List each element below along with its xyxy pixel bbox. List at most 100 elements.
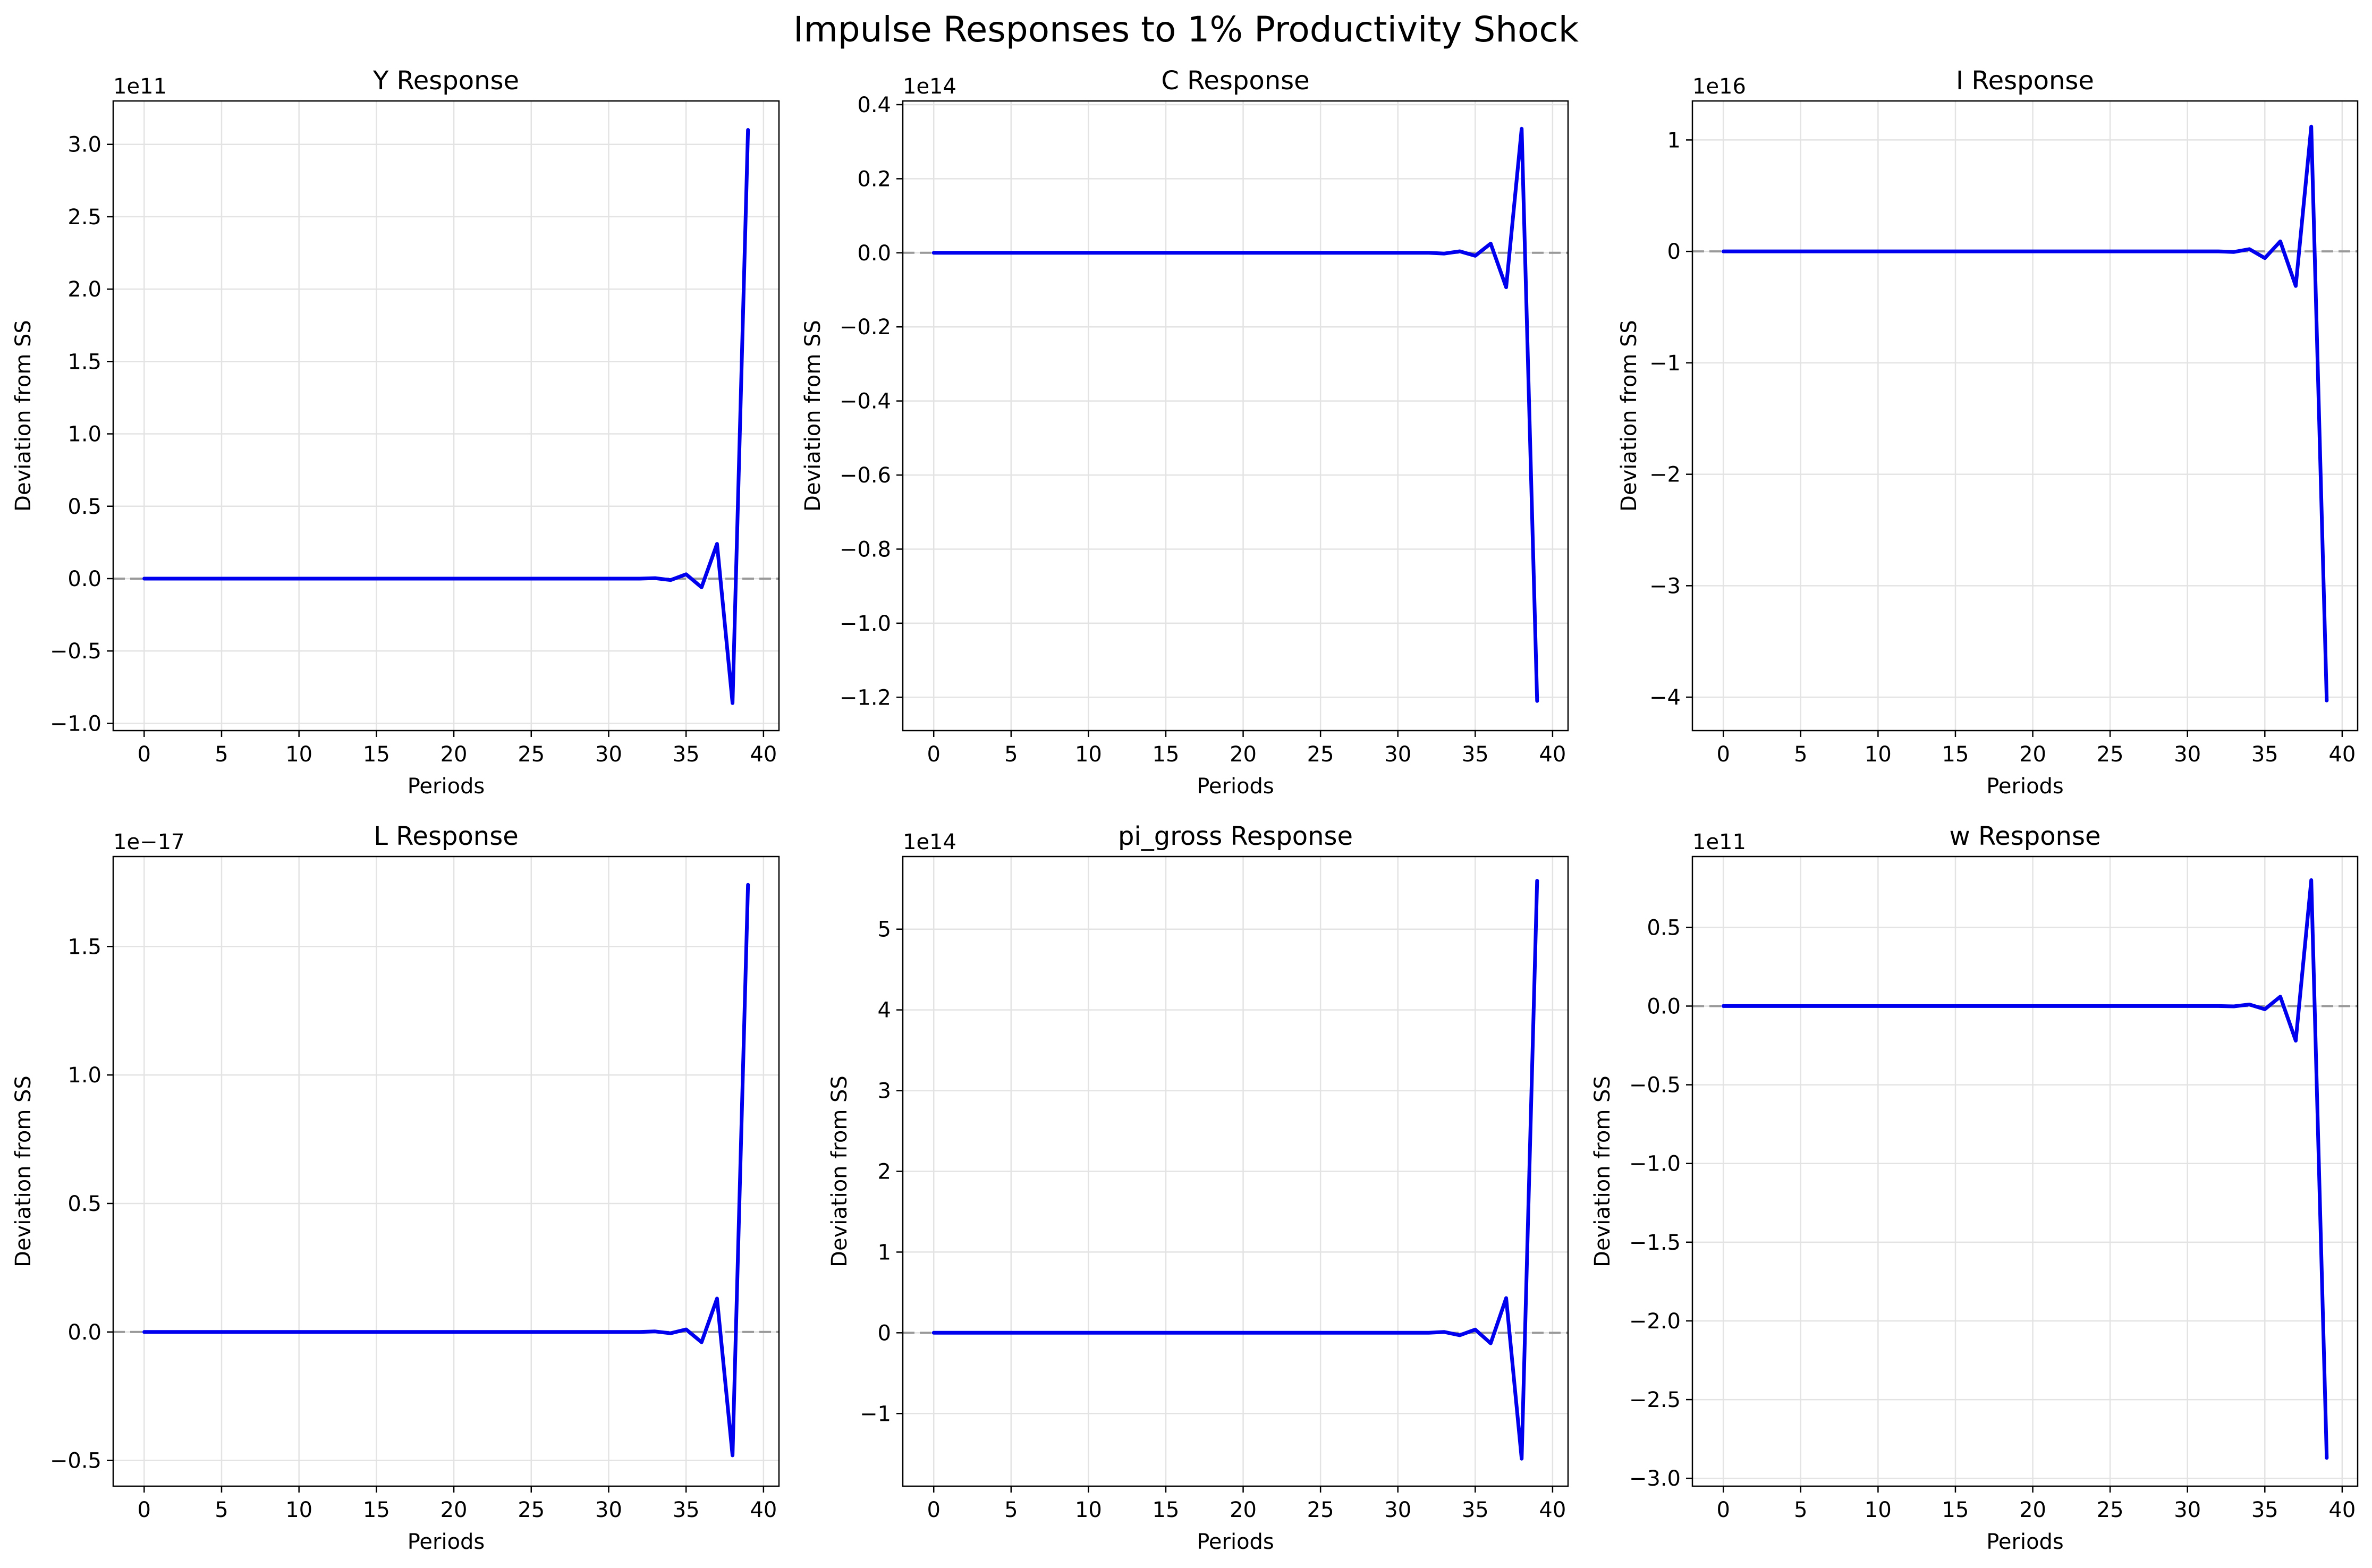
x-tick-label: 20 <box>440 1498 468 1522</box>
subplot-2: 0 5 10 15 20 25 30 35 40 −1.2 −1.0 −0.8 −0.6 −0.4 −0.2… <box>801 66 1569 799</box>
x-tick-label: 20 <box>1230 1498 1257 1522</box>
subplot-title: I Response <box>1956 66 2094 96</box>
x-tick-label: 5 <box>215 742 228 767</box>
x-tick-label: 35 <box>1462 1498 1489 1522</box>
x-tick-label: 15 <box>363 1498 390 1522</box>
y-tick-label: 0.0 <box>1647 994 1681 1019</box>
x-tick-label: 40 <box>1539 1498 1566 1522</box>
x-tick-label: 25 <box>1307 742 1334 767</box>
axis-offset-label: 1e−17 <box>113 830 184 854</box>
y-tick-label: 0.0 <box>67 1320 101 1345</box>
y-axis-label: Deviation from SS <box>11 1075 36 1267</box>
x-tick-label: 0 <box>138 1498 151 1522</box>
subplot-4: 0 5 10 15 20 25 30 35 40 −0.5 0.0 0.5 1.0 1.5 L Respon… <box>11 821 780 1554</box>
y-tick-label: 0.2 <box>857 167 891 191</box>
x-tick-label: 0 <box>138 742 151 767</box>
y-axis-label: Deviation from SS <box>827 1075 852 1267</box>
x-tick-label: 25 <box>518 742 545 767</box>
y-tick-label: 5 <box>878 918 891 942</box>
y-tick-label: 3 <box>878 1079 891 1104</box>
x-tick-label: 35 <box>2251 1498 2278 1522</box>
y-tick-label: −4 <box>1649 685 1681 710</box>
response-line <box>931 879 1539 1461</box>
x-tick-label: 35 <box>673 742 700 767</box>
y-tick-label: −0.6 <box>840 463 891 488</box>
y-tick-label: −1.2 <box>840 685 891 710</box>
x-tick-label: 35 <box>2251 742 2278 767</box>
subplot-title: L Response <box>374 821 519 851</box>
y-tick-label: 0.4 <box>857 93 891 117</box>
x-tick-label: 15 <box>1153 1498 1180 1522</box>
x-tick-label: 40 <box>2328 1498 2356 1522</box>
y-tick-label: 4 <box>878 998 891 1023</box>
y-tick-label: −1.0 <box>50 711 101 736</box>
figure-title: Impulse Responses to 1% Productivity Sho… <box>793 9 1579 50</box>
response-line <box>142 128 750 705</box>
y-tick-label: 0.5 <box>67 495 101 519</box>
x-tick-label: 5 <box>215 1498 228 1522</box>
y-tick-label: 0.5 <box>1647 916 1681 940</box>
x-tick-label: 30 <box>595 1498 622 1522</box>
x-tick-label: 35 <box>1462 742 1489 767</box>
y-tick-label: 0.0 <box>857 241 891 266</box>
y-tick-label: −0.5 <box>50 639 101 664</box>
subplot-grid: 0 5 10 15 20 25 30 35 40−1.0−0.50.00.51.01.52.02… <box>11 66 2359 1554</box>
subplot-title: C Response <box>1161 66 1309 96</box>
x-tick-label: 10 <box>285 1498 312 1522</box>
axes-frame <box>112 855 780 1487</box>
x-tick-label: 10 <box>1865 1498 1892 1522</box>
y-tick-label: −0.5 <box>1629 1073 1681 1098</box>
x-axis-label: Periods <box>1986 774 2064 799</box>
x-tick-label: 5 <box>1794 742 1807 767</box>
y-axis-label: Deviation from SS <box>1590 1075 1615 1267</box>
x-tick-label: 5 <box>1004 742 1018 767</box>
y-tick-label: −2 <box>1649 463 1681 487</box>
y-tick-label: 2.0 <box>67 277 101 302</box>
x-axis-label: Periods <box>1197 1530 1274 1554</box>
subplot-3: 0 5 10 15 20 25 30 35 40 −4 −3 −2 −1 0 1 I Response 1e16… <box>1617 66 2359 799</box>
y-tick-label: −0.5 <box>50 1449 101 1473</box>
y-tick-label: 1 <box>1667 128 1681 152</box>
x-tick-label: 5 <box>1794 1498 1807 1522</box>
x-tick-label: 0 <box>1717 1498 1730 1522</box>
x-axis-label: Periods <box>408 1530 485 1554</box>
response-line <box>1721 878 2329 1460</box>
x-tick-label: 25 <box>2097 1498 2124 1522</box>
x-tick-label: 20 <box>1230 742 1257 767</box>
response-line <box>931 126 1539 703</box>
y-tick-label: −1 <box>860 1402 891 1426</box>
x-tick-label: 10 <box>1075 742 1102 767</box>
x-axis-label: Periods <box>408 774 485 799</box>
x-tick-label: 30 <box>1384 742 1411 767</box>
x-axis-label: Periods <box>1986 1530 2064 1554</box>
y-tick-label: 0 <box>878 1321 891 1345</box>
y-tick-label: −1 <box>1649 351 1681 376</box>
y-tick-label: −3 <box>1649 574 1681 598</box>
x-axis-label: Periods <box>1197 774 1274 799</box>
axis-offset-label: 1e14 <box>903 830 956 854</box>
subplot-5: 0 5 10 15 20 25 30 35 40 −1 0 1 2 3 4 5 pi_gross Respons… <box>827 821 1569 1554</box>
y-tick-label: 1.5 <box>67 350 101 374</box>
x-tick-label: 15 <box>1942 1498 1969 1522</box>
x-tick-label: 5 <box>1004 1498 1018 1522</box>
axis-offset-label: 1e11 <box>1692 830 1746 854</box>
x-tick-label: 30 <box>1384 1498 1411 1522</box>
axis-offset-label: 1e16 <box>1692 74 1746 99</box>
y-tick-label: 1.0 <box>67 422 101 447</box>
axes-frame <box>902 100 1569 732</box>
axis-offset-label: 1e11 <box>113 74 167 99</box>
y-tick-label: 1.0 <box>67 1063 101 1088</box>
x-tick-label: 40 <box>1539 742 1566 767</box>
x-tick-label: 10 <box>1865 742 1892 767</box>
axis-offset-label: 1e14 <box>903 74 956 99</box>
y-tick-label: −1.5 <box>1629 1231 1681 1255</box>
axes-frame <box>1691 100 2359 732</box>
y-tick-label: 2.5 <box>67 205 101 230</box>
y-tick-label: 0.0 <box>67 567 101 591</box>
y-tick-label: −0.8 <box>840 537 891 562</box>
y-tick-label: −0.2 <box>840 315 891 340</box>
y-tick-label: −2.5 <box>1629 1388 1681 1412</box>
x-tick-label: 15 <box>363 742 390 767</box>
y-tick-label: 1 <box>878 1240 891 1265</box>
